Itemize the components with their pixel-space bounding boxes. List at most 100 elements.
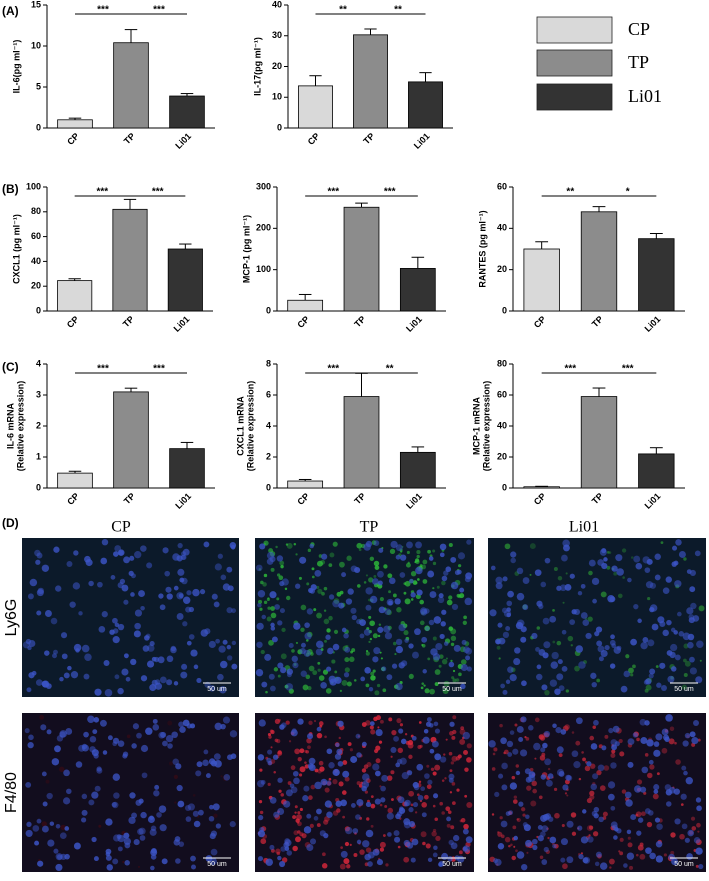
nucleus <box>220 574 227 581</box>
nucleus <box>325 634 331 640</box>
stain-spot <box>347 742 352 747</box>
nucleus <box>316 726 322 732</box>
nucleus <box>627 761 634 768</box>
y-tick-label: 0 <box>36 305 41 315</box>
nucleus <box>29 578 38 587</box>
nucleus <box>428 619 435 626</box>
stain-spot <box>364 790 368 794</box>
nucleus <box>63 672 70 679</box>
stain-spot <box>397 747 404 754</box>
nucleus <box>395 813 401 820</box>
stain-spot <box>404 733 408 736</box>
stain-spot <box>340 846 343 849</box>
stain-spot <box>324 639 327 643</box>
nucleus <box>81 644 90 653</box>
nucleus <box>687 641 694 649</box>
nucleus <box>604 644 610 651</box>
stain-spot <box>588 570 593 576</box>
nucleus <box>648 759 654 765</box>
stain-spot <box>602 811 608 817</box>
nucleus <box>271 636 278 643</box>
nucleus <box>121 668 129 676</box>
stain-spot <box>450 825 455 830</box>
nucleus <box>65 728 73 735</box>
nucleus <box>521 863 528 871</box>
stain-spot <box>459 738 466 745</box>
nucleus <box>655 733 663 741</box>
nucleus <box>123 837 131 845</box>
nucleus <box>60 632 68 639</box>
y-axis-label: CXCL1 (pg ml⁻¹) <box>11 214 21 284</box>
nucleus <box>372 763 380 771</box>
stain-spot <box>297 811 301 815</box>
nucleus <box>213 753 221 761</box>
nucleus <box>516 726 524 733</box>
nucleus <box>182 596 191 604</box>
nucleus <box>509 673 517 682</box>
stain-spot <box>448 542 453 548</box>
stain-spot <box>463 615 467 620</box>
stain-spot <box>637 844 644 851</box>
nucleus <box>303 785 310 792</box>
nucleus <box>328 675 336 683</box>
nucleus <box>343 633 349 639</box>
nucleus <box>75 648 80 653</box>
nucleus <box>134 609 143 617</box>
nucleus <box>569 573 575 579</box>
nucleus <box>267 760 273 766</box>
nucleus <box>164 570 171 577</box>
stain-spot <box>691 826 697 831</box>
nucleus <box>439 543 447 551</box>
stain-spot <box>426 784 432 790</box>
stain-spot <box>564 779 570 785</box>
significance-label: *** <box>96 187 108 198</box>
nucleus <box>465 836 473 844</box>
stain-spot <box>260 580 264 585</box>
nucleus <box>687 829 695 837</box>
nucleus <box>462 845 471 853</box>
bar <box>287 480 324 489</box>
stain-spot <box>328 777 332 781</box>
stain-spot <box>358 548 362 552</box>
nucleus <box>361 780 370 789</box>
nucleus <box>288 642 294 649</box>
nucleus <box>654 553 661 560</box>
nucleus <box>211 593 218 600</box>
nucleus <box>175 763 182 770</box>
nucleus <box>398 623 406 632</box>
bar <box>287 299 324 312</box>
stain-spot <box>397 845 401 849</box>
nucleus <box>117 834 125 843</box>
stain-spot <box>298 576 302 580</box>
nucleus <box>422 669 427 674</box>
stain-spot <box>661 747 668 754</box>
nucleus <box>140 545 147 552</box>
stain-spot <box>524 736 527 739</box>
significance-label: *** <box>622 364 634 375</box>
nucleus <box>596 640 603 647</box>
y-tick-label: 2 <box>36 420 41 430</box>
nucleus <box>450 556 457 563</box>
stain-spot <box>338 736 341 740</box>
nucleus <box>582 857 589 864</box>
nucleus <box>532 838 538 845</box>
nucleus <box>451 603 459 611</box>
nucleus <box>437 596 445 604</box>
stain-spot <box>424 625 430 632</box>
nucleus <box>364 667 371 674</box>
nucleus <box>320 682 327 689</box>
stain-spot <box>281 627 286 633</box>
nucleus <box>210 848 218 856</box>
nucleus <box>580 836 589 844</box>
stain-spot <box>365 651 370 656</box>
nucleus <box>626 852 635 860</box>
nucleus <box>292 770 299 777</box>
nucleus <box>640 642 648 650</box>
stain-spot <box>294 805 298 809</box>
stain-spot <box>561 823 565 828</box>
nucleus <box>202 759 209 767</box>
nucleus <box>427 779 433 785</box>
y-tick-label: 2 <box>266 451 271 461</box>
nucleus <box>101 538 109 546</box>
nucleus <box>591 681 597 688</box>
